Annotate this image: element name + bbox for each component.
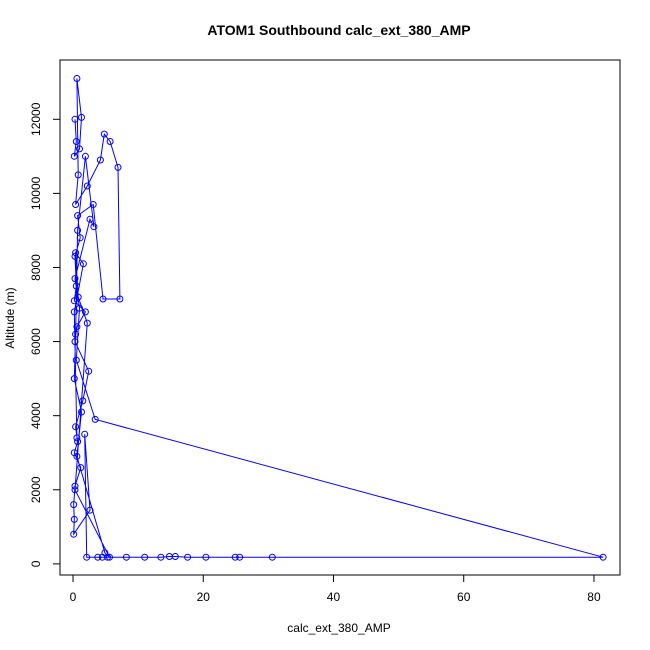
y-axis-label: Altitude (m) (3, 287, 17, 348)
y-tick-label: 2000 (29, 476, 43, 503)
data-point (74, 226, 82, 234)
data-point (106, 138, 114, 145)
data-point (90, 223, 98, 231)
data-point (74, 293, 82, 301)
y-tick-label: 12000 (29, 102, 43, 136)
x-axis-label: calc_ext_380_AMP (287, 621, 390, 635)
data-point (81, 430, 89, 438)
data-point (85, 367, 93, 375)
data-point (77, 464, 85, 472)
data-point (91, 415, 99, 423)
plot-frame (59, 59, 621, 576)
series-points (70, 75, 607, 561)
data-point (231, 553, 239, 561)
data-point (71, 338, 79, 346)
data-point (70, 501, 78, 509)
data-point (81, 152, 89, 160)
data-point (236, 553, 244, 561)
data-point (184, 553, 192, 561)
data-point (72, 249, 80, 257)
x-tick-label: 40 (327, 590, 341, 604)
data-point (101, 549, 109, 557)
y-tick-label: 10000 (29, 176, 43, 210)
data-point (76, 234, 84, 242)
data-point (70, 375, 78, 383)
data-point (76, 304, 83, 312)
data-point (122, 553, 130, 561)
data-point (141, 553, 149, 561)
data-point (74, 171, 82, 179)
data-point (71, 482, 79, 490)
data-point (86, 215, 94, 223)
data-point (83, 182, 91, 190)
data-point (106, 553, 113, 561)
data-point (99, 295, 107, 303)
y-tick-label: 0 (29, 560, 43, 567)
data-point (70, 515, 78, 523)
x-tick-label: 0 (70, 590, 77, 604)
data-point (73, 75, 81, 82)
data-point (94, 553, 102, 561)
data-point (79, 260, 87, 268)
data-point (73, 434, 81, 442)
data-point (70, 152, 78, 160)
data-point (70, 530, 78, 538)
y-tick-label: 6000 (29, 328, 43, 355)
data-point (86, 506, 94, 514)
data-point (171, 553, 179, 560)
data-point (71, 252, 79, 260)
data-point (268, 553, 276, 561)
data-point (157, 553, 165, 561)
data-point (72, 282, 80, 290)
chart-title: ATOM1 Southbound calc_ext_380_AMP (207, 22, 470, 38)
y-tick-label: 4000 (29, 402, 43, 429)
data-point (73, 323, 81, 331)
x-tick-label: 80 (587, 590, 601, 604)
data-point (76, 145, 83, 153)
data-point (100, 130, 108, 138)
data-point (78, 408, 85, 416)
data-point (72, 330, 80, 338)
series-line (73, 78, 604, 558)
y-axis: 0 2000 4000 6000 8000 10000 12000 (29, 102, 61, 567)
data-point (71, 486, 79, 494)
x-tick-label: 20 (197, 590, 211, 604)
data-point (81, 308, 89, 316)
x-tick-label: 60 (457, 590, 471, 604)
data-point (72, 201, 80, 208)
data-point (70, 297, 78, 305)
data-point (202, 553, 210, 561)
data-point (71, 275, 79, 283)
data-point (70, 308, 78, 316)
data-point (599, 553, 607, 561)
data-point (114, 163, 122, 171)
y-tick-label: 8000 (29, 254, 43, 281)
data-point (83, 553, 91, 561)
data-point (72, 138, 80, 145)
data-point (74, 438, 82, 446)
data-point (72, 356, 80, 364)
data-point (78, 113, 85, 121)
data-point (71, 115, 79, 123)
data-point (89, 201, 97, 208)
data-point (73, 452, 81, 460)
data-point (83, 319, 91, 327)
data-point (96, 156, 104, 164)
data-point (116, 295, 124, 303)
data-point (72, 423, 80, 431)
series-lines (73, 78, 604, 558)
x-axis: 0 20 40 60 80 (70, 574, 601, 604)
data-point (74, 212, 82, 220)
data-point (79, 397, 87, 405)
